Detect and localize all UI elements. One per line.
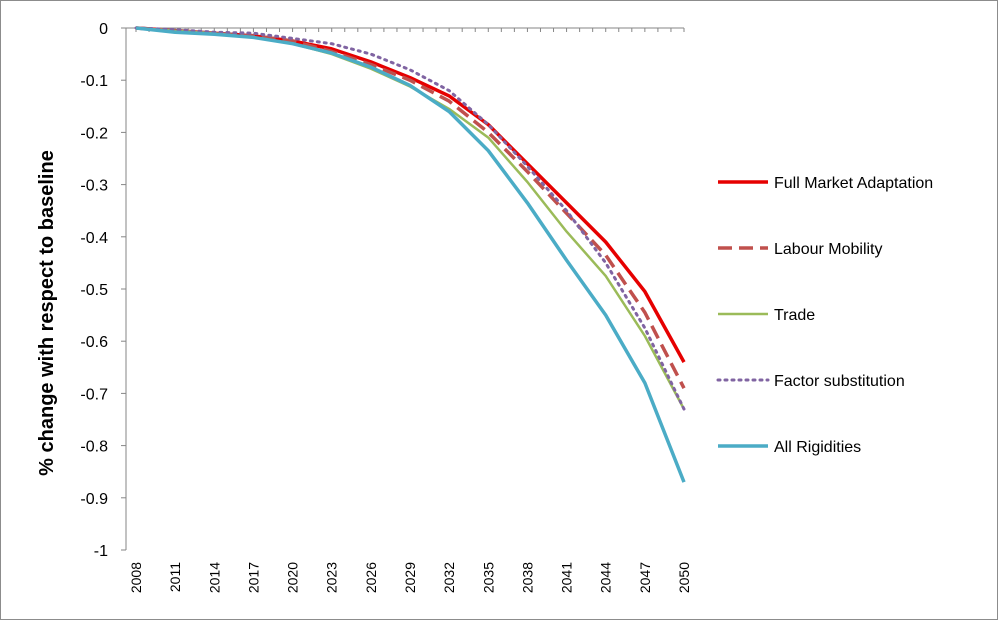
y-tick-label: -0.7 <box>80 386 108 403</box>
y-tick-label: -0.2 <box>80 125 108 142</box>
x-tick-label: 2044 <box>598 562 614 593</box>
x-tick-label: 2023 <box>324 562 340 593</box>
x-tick-label: 2035 <box>480 562 496 593</box>
x-tick-label: 2008 <box>128 562 144 593</box>
y-tick-label: -0.3 <box>80 178 108 195</box>
x-tick-label: 2038 <box>519 562 535 593</box>
legend-label-all-rigidities: All Rigidities <box>774 439 861 456</box>
x-tick-label: 2017 <box>245 562 261 593</box>
y-tick-label: 0 <box>99 21 108 38</box>
x-tick-label: 2011 <box>167 562 183 592</box>
x-tick-label: 2032 <box>441 562 457 593</box>
series-line-labour-mobility <box>135 26 686 390</box>
y-tick-label: -0.5 <box>80 282 108 299</box>
y-tick-label: -0.6 <box>80 334 108 351</box>
x-tick-label: 2047 <box>637 562 653 593</box>
plot-area <box>134 26 686 483</box>
y-axis-title: % change with respect to baseline <box>36 150 58 476</box>
y-tick-label: -1 <box>94 543 108 560</box>
series-line-factor-substitution <box>134 26 686 411</box>
y-tick-label: -0.4 <box>80 230 108 247</box>
y-tick-label: -0.9 <box>80 491 108 508</box>
x-tick-label: 2026 <box>363 562 379 593</box>
legend-label-factor-substitution: Factor substitution <box>774 373 905 390</box>
y-tick-label: -0.1 <box>80 73 108 90</box>
x-tick-label: 2041 <box>559 562 575 593</box>
legend-label-full-market-adaptation: Full Market Adaptation <box>774 175 933 192</box>
legend: Full Market Adaptation Labour Mobility Tra… <box>716 175 933 456</box>
x-tick-label: 2029 <box>402 562 418 593</box>
legend-label-trade: Trade <box>774 307 815 324</box>
axes: 0 -0.1 -0.2 -0.3 -0.4 -0.5 -0.6 -0.7 -0.8 -0.9 -1 2… <box>80 21 692 593</box>
series-line-all-rigidities <box>135 26 686 483</box>
x-tick-label: 2020 <box>285 562 301 593</box>
x-tick-label: 2014 <box>206 562 222 593</box>
x-tick-label: 2050 <box>676 562 692 593</box>
y-tick-label: -0.8 <box>80 439 108 456</box>
legend-label-labour-mobility: Labour Mobility <box>774 241 883 258</box>
